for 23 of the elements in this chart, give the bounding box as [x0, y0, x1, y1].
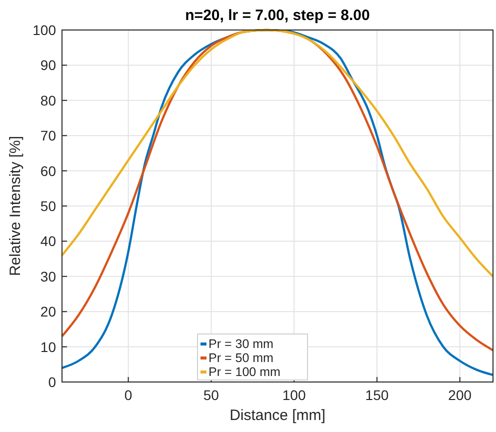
y-tick-label: 100	[32, 22, 56, 38]
y-tick-label: 30	[40, 268, 56, 284]
y-tick-label: 20	[40, 304, 56, 320]
x-tick-label: 100	[282, 387, 306, 403]
y-tick-label: 60	[40, 162, 56, 179]
y-tick-label: 0	[48, 374, 56, 390]
x-tick-label: 0	[124, 387, 132, 403]
y-tick-label: 80	[40, 92, 56, 108]
y-tick-label: 70	[40, 128, 56, 144]
y-axis-title: Relative Intensity [%]	[7, 136, 24, 276]
x-tick-label: 200	[448, 387, 472, 403]
chart-title: n=20, lr = 7.00, step = 8.00	[185, 7, 370, 24]
y-tick-label: 50	[40, 198, 56, 214]
legend-label: Pr = 50 mm	[208, 351, 274, 365]
y-tick-label: 10	[40, 338, 56, 355]
x-tick-label: 50	[203, 387, 220, 403]
y-tick-label: 90	[40, 57, 56, 74]
legend-label: Pr = 100 mm	[208, 365, 280, 379]
legend-label: Pr = 30 mm	[208, 337, 274, 351]
x-tick-label: 150	[365, 387, 389, 403]
y-tick-label: 40	[40, 233, 56, 250]
line-series	[60, 28, 494, 278]
x-axis-title: Distance [mm]	[230, 407, 326, 424]
